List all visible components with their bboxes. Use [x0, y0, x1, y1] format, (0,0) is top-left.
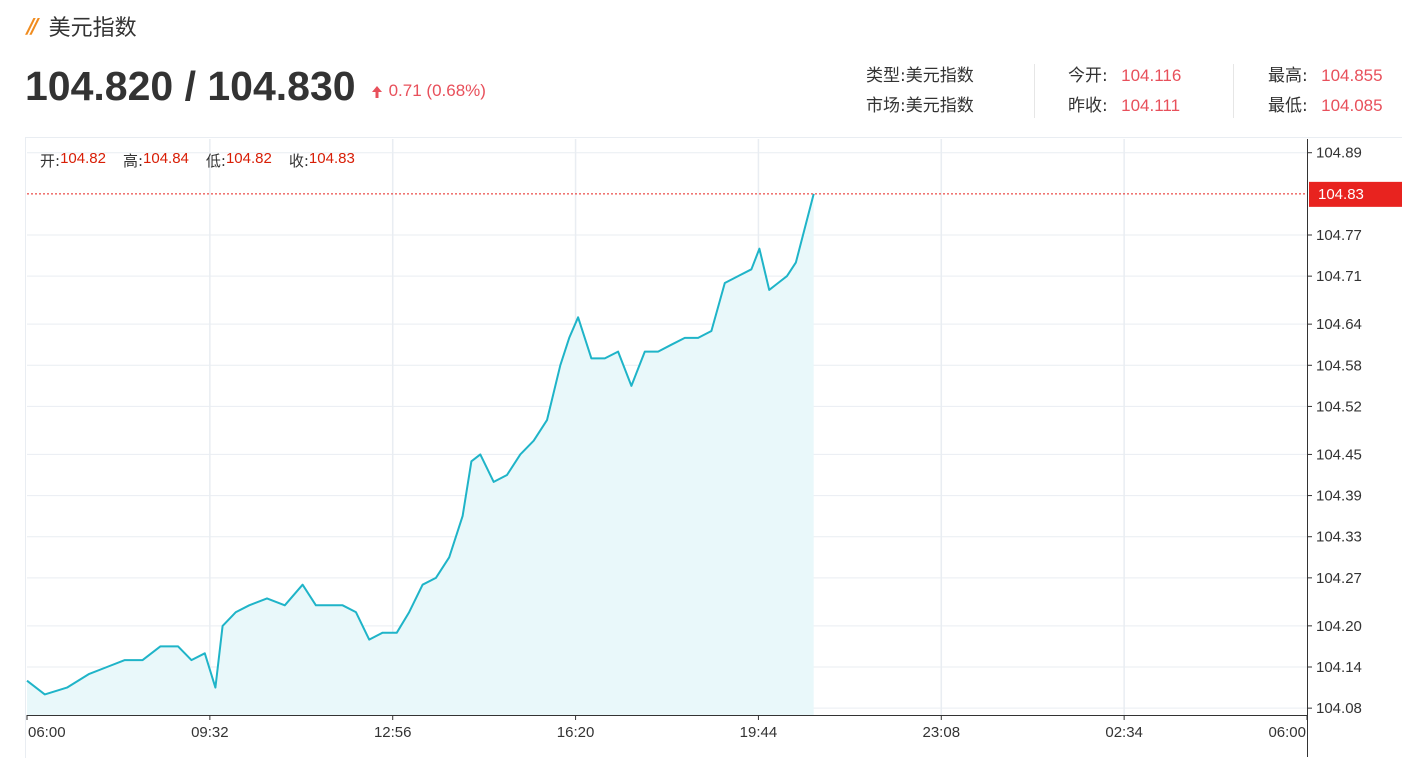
- high-value: 104.855: [1321, 66, 1383, 85]
- y-tick-label: 104.52: [1316, 398, 1362, 415]
- price-line: [26, 193, 815, 696]
- y-tick-label: 104.71: [1316, 268, 1362, 285]
- y-tick-label: 104.89: [1316, 145, 1362, 162]
- chart-frame: [25, 137, 1402, 758]
- ohlc-open-label: 开:: [40, 152, 61, 170]
- y-tick-label: 104.77: [1316, 227, 1362, 244]
- last-price-marker: [1309, 181, 1402, 207]
- y-tick-label: 104.33: [1316, 529, 1362, 546]
- high-label: 最高:: [1268, 66, 1308, 86]
- quote-info: 类型:美元指数 市场:美元指数 今开: 104.116 昨收: 104.111 …: [860, 62, 1400, 122]
- ohlc-low-label: 低:: [205, 152, 226, 170]
- y-tick-label: 104.64: [1316, 316, 1362, 333]
- today-open-field: 今开: 104.116: [1068, 62, 1181, 90]
- type-label: 类型:: [866, 66, 906, 86]
- ohlc-low-value: 104.82: [225, 150, 272, 167]
- prev-close-label: 昨收:: [1068, 96, 1108, 116]
- ohlc-close-label: 收:: [288, 152, 309, 170]
- price-row: 104.820 / 104.830 0.71 (0.68%): [25, 62, 486, 110]
- ohlc-open-value: 104.82: [60, 150, 106, 167]
- y-tick-label: 104.20: [1316, 618, 1362, 635]
- y-tick-label: 104.39: [1316, 488, 1362, 505]
- x-tick-label: 09:32: [191, 724, 229, 741]
- low-value: 104.085: [1321, 96, 1383, 115]
- today-open-value: 104.116: [1121, 66, 1182, 85]
- x-tick-label: 19:44: [740, 724, 778, 741]
- divider: [1034, 64, 1035, 118]
- high-field: 最高: 104.855: [1268, 62, 1383, 90]
- double-slash-icon: //: [27, 14, 38, 38]
- ohlc-high-value: 104.84: [143, 150, 189, 167]
- divider: [1233, 64, 1234, 118]
- x-tick-label: 02:34: [1105, 724, 1143, 741]
- low-label: 最低:: [1268, 96, 1308, 116]
- title-row: // 美元指数: [27, 10, 137, 42]
- y-tick-label: 104.45: [1316, 446, 1362, 463]
- low-field: 最低: 104.085: [1268, 92, 1383, 120]
- bid-ask-price: 104.820 / 104.830: [25, 63, 356, 109]
- x-tick-label: 16:20: [557, 724, 595, 741]
- prev-close-field: 昨收: 104.111: [1068, 92, 1180, 120]
- market-field: 市场:美元指数: [866, 92, 974, 120]
- last-price-label: 104.83: [1318, 186, 1364, 203]
- ohlc-high-label: 高:: [122, 152, 144, 170]
- x-tick-label: 06:00: [28, 724, 66, 741]
- market-value: 美元指数: [905, 96, 974, 116]
- y-tick-label: 104.27: [1316, 570, 1362, 587]
- type-value: 美元指数: [905, 66, 974, 86]
- x-tick-label: 06:00: [1268, 724, 1306, 741]
- x-tick-label: 12:56: [374, 724, 412, 741]
- price-change: 0.71 (0.68%): [371, 81, 486, 101]
- page-title: 美元指数: [48, 16, 137, 41]
- change-value: 0.71 (0.68%): [388, 81, 486, 100]
- ohlc-readout: 开: 104.82 高: 104.84 低: 104.82 收: 104.83: [40, 150, 372, 171]
- y-tick-label: 104.14: [1316, 659, 1362, 676]
- type-field: 类型:美元指数: [866, 62, 974, 90]
- arrow-up-icon: [371, 86, 382, 98]
- y-tick-label: 104.58: [1316, 357, 1362, 374]
- ohlc-close-value: 104.83: [308, 150, 355, 167]
- price-area: [27, 193, 814, 715]
- today-open-label: 今开:: [1068, 66, 1108, 86]
- market-label: 市场:: [866, 96, 906, 116]
- prev-close-value: 104.111: [1121, 96, 1181, 115]
- x-tick-label: 23:08: [923, 724, 961, 741]
- y-tick-label: 104.08: [1316, 700, 1362, 717]
